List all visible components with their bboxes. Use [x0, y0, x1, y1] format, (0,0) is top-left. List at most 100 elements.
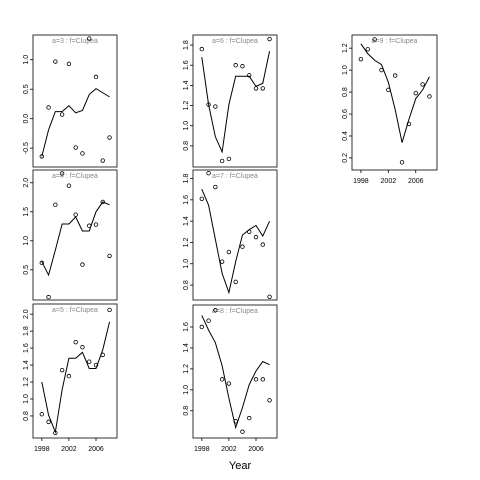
data-point: [199, 196, 205, 201]
panel-strip: a=9 : f=Clupea: [372, 38, 418, 45]
data-point: [107, 135, 112, 140]
y-tick-label: 1.0: [23, 55, 30, 65]
data-point: [247, 415, 252, 421]
data-point: [413, 90, 418, 96]
x-tick-label: 1998: [194, 446, 210, 453]
x-tick-label: 2002: [61, 446, 77, 453]
panel-strip: a=6 : f=Clupea: [212, 38, 258, 45]
data-point: [46, 419, 51, 425]
data-point: [46, 105, 51, 110]
y-tick-label: 1.0: [23, 236, 30, 246]
y-tick-label: 1.0: [342, 65, 349, 75]
data-point: [240, 64, 245, 69]
x-tick-label: 1998: [353, 178, 369, 185]
data-point: [59, 367, 65, 373]
data-point: [206, 170, 211, 176]
y-tick-label: 1.6: [183, 322, 190, 332]
panel-frame: [32, 169, 118, 301]
y-tick-label: 1.4: [183, 80, 190, 90]
y-tick-label: 0.4: [342, 131, 349, 141]
fitted-line: [41, 88, 110, 157]
y-tick-label: 1.8: [183, 40, 190, 50]
fitted-line: [41, 201, 110, 277]
data-point: [226, 156, 232, 162]
panel-frame: [192, 304, 278, 439]
y-tick-label: 1.8: [183, 174, 190, 184]
y-tick-label: 1.6: [23, 343, 30, 353]
data-point: [93, 362, 99, 368]
data-point: [399, 160, 405, 165]
panel-strip: a=7 : f=Clupea: [212, 173, 258, 180]
y-tick-label: 1.2: [183, 237, 190, 247]
data-point: [53, 59, 58, 64]
y-tick-label: 0.8: [183, 406, 190, 416]
y-tick-label: 1.2: [342, 43, 349, 53]
data-point: [427, 94, 432, 99]
data-point: [233, 279, 238, 285]
data-point: [80, 345, 85, 350]
data-point: [39, 412, 45, 417]
data-point: [80, 262, 85, 267]
y-tick-label: 0.6: [342, 109, 349, 119]
data-point: [66, 183, 72, 188]
y-tick-label: 2.0: [23, 178, 30, 188]
data-point: [240, 244, 245, 249]
x-tick-label: 2006: [248, 446, 264, 453]
panel-strip: a=4 : f=Clupea: [52, 173, 98, 180]
x-tick-label: 2006: [88, 446, 104, 453]
data-point: [199, 324, 205, 330]
y-tick-label: 1.8: [23, 326, 30, 336]
panel-frame: [32, 34, 118, 168]
data-point: [206, 318, 211, 323]
y-tick-label: 1.0: [183, 121, 190, 131]
panel-strip: a=8 : f=Clupea: [212, 308, 258, 315]
data-point: [100, 158, 105, 163]
data-point: [73, 212, 78, 217]
data-point: [199, 46, 205, 52]
y-tick-label: 1.2: [183, 364, 190, 374]
y-tick-label: 1.0: [183, 385, 190, 395]
data-point: [213, 104, 218, 109]
data-point: [80, 151, 85, 156]
data-point: [226, 249, 232, 255]
data-point: [260, 377, 265, 382]
data-point: [59, 112, 65, 117]
y-tick-label: 0.5: [23, 265, 30, 275]
x-tick-label: 2002: [221, 446, 237, 453]
data-point: [53, 202, 58, 208]
y-tick-label: 1.4: [183, 216, 190, 226]
y-tick-label: 1.5: [23, 207, 30, 217]
y-tick-label: 1.6: [183, 195, 190, 205]
y-tick-label: 0.5: [23, 84, 30, 94]
data-point: [233, 63, 238, 68]
data-point: [93, 222, 99, 227]
y-tick-label: 1.0: [23, 394, 30, 404]
y-tick-label: 1.2: [23, 377, 30, 387]
fitted-line: [201, 315, 270, 430]
data-point: [267, 398, 272, 403]
data-point: [260, 86, 265, 91]
data-point: [213, 308, 218, 313]
panel-strip: a=5 : f=Clupea: [52, 307, 98, 314]
data-point: [226, 381, 232, 386]
data-point: [107, 307, 112, 313]
data-point: [219, 377, 225, 382]
fitted-line: [41, 321, 111, 434]
data-point: [87, 36, 92, 41]
data-point: [73, 339, 78, 345]
data-point: [365, 47, 370, 52]
y-tick-label: -0.5: [23, 142, 30, 154]
y-tick-label: 1.4: [183, 343, 190, 353]
y-tick-label: 0.8: [342, 87, 349, 97]
data-point: [213, 184, 218, 190]
data-point: [66, 61, 72, 67]
data-point: [93, 74, 99, 80]
data-point: [260, 242, 265, 247]
data-point: [66, 373, 72, 379]
data-point: [107, 253, 112, 259]
data-point: [59, 171, 65, 176]
data-point: [267, 36, 272, 42]
y-tick-label: 0.2: [342, 153, 349, 163]
x-tick-label: 2006: [408, 178, 424, 185]
